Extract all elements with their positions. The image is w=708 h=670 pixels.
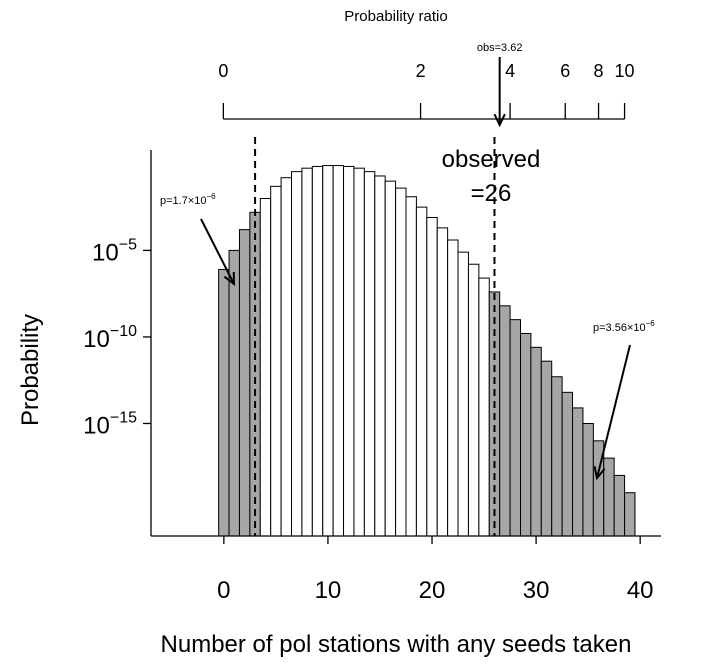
bar bbox=[551, 376, 563, 537]
bar bbox=[384, 180, 397, 537]
bar bbox=[415, 206, 428, 537]
bar bbox=[426, 217, 438, 537]
bar bbox=[613, 474, 626, 537]
bar bbox=[436, 227, 449, 537]
bar bbox=[540, 360, 553, 537]
y-axis-label: Probability bbox=[17, 314, 44, 426]
bar bbox=[499, 305, 511, 537]
arrow-head bbox=[223, 271, 236, 287]
bar bbox=[561, 391, 574, 537]
top-axis-title: Probability ratio bbox=[344, 8, 447, 25]
bar bbox=[353, 167, 365, 537]
p-right-arrow bbox=[593, 344, 631, 481]
top-axis-tick-label: 6 bbox=[560, 61, 570, 81]
arrow-shaft bbox=[200, 218, 235, 285]
annotation-arrows bbox=[200, 57, 631, 481]
top-axis-tick-label: 4 bbox=[505, 61, 515, 81]
p-left-label: p=1.7×10−6 bbox=[160, 192, 216, 207]
x-tick-label: 30 bbox=[523, 577, 550, 604]
bar bbox=[624, 492, 636, 537]
bar bbox=[332, 165, 345, 537]
arrow-head bbox=[493, 113, 506, 128]
top-axis-tick-label: 2 bbox=[416, 61, 426, 81]
x-axis: 0 10 20 30 40 bbox=[151, 535, 661, 604]
bar bbox=[238, 229, 251, 537]
y-axis: 10−5 10−10 10−15 bbox=[83, 150, 152, 536]
observed-label: observed bbox=[442, 146, 541, 173]
bar bbox=[478, 277, 490, 537]
x-tick-label: 40 bbox=[627, 577, 654, 604]
dashed-lines bbox=[254, 137, 496, 536]
bar bbox=[374, 175, 386, 537]
observed-value-label: =26 bbox=[471, 180, 512, 207]
bar bbox=[322, 165, 334, 537]
bar bbox=[519, 332, 532, 537]
y-tick-label: 10−15 bbox=[83, 409, 137, 439]
bar bbox=[363, 171, 376, 537]
bar bbox=[572, 407, 584, 537]
obs-ratio-label: obs=3.62 bbox=[477, 42, 523, 54]
bar bbox=[467, 263, 480, 537]
bar bbox=[218, 268, 230, 537]
bar bbox=[291, 171, 303, 537]
bar bbox=[343, 165, 355, 537]
x-tick-label: 10 bbox=[315, 577, 342, 604]
y-tick-label: 10−10 bbox=[83, 323, 137, 353]
bar bbox=[447, 239, 459, 537]
bar bbox=[395, 187, 407, 537]
bar bbox=[530, 346, 542, 537]
bar bbox=[228, 249, 240, 537]
y-tick-label: 10−5 bbox=[92, 236, 137, 266]
bar bbox=[603, 457, 615, 537]
bar bbox=[405, 196, 417, 537]
top-axis-tick-label: 8 bbox=[594, 61, 604, 81]
arrow-shaft bbox=[596, 344, 631, 479]
p-right-label: p=3.56×10−6 bbox=[593, 319, 655, 334]
x-tick-label: 20 bbox=[419, 577, 446, 604]
arrow-head bbox=[593, 466, 606, 481]
bar bbox=[582, 422, 594, 537]
bar bbox=[280, 177, 293, 537]
top-axis: 0 2 4 6 8 10 bbox=[218, 61, 635, 120]
bar bbox=[259, 197, 272, 537]
p-left-arrow bbox=[200, 218, 236, 287]
top-axis-tick-label: 0 bbox=[218, 61, 228, 81]
bar bbox=[509, 319, 521, 537]
bars bbox=[218, 165, 636, 537]
top-axis-tick-label: 10 bbox=[615, 61, 635, 81]
obs-ratio-arrow bbox=[493, 57, 506, 128]
bar bbox=[301, 167, 313, 537]
x-axis-label: Number of pol stations with any seeds ta… bbox=[161, 631, 632, 658]
bar bbox=[457, 251, 469, 537]
bar bbox=[270, 185, 282, 537]
x-tick-label: 0 bbox=[217, 577, 230, 604]
bar bbox=[311, 165, 324, 537]
